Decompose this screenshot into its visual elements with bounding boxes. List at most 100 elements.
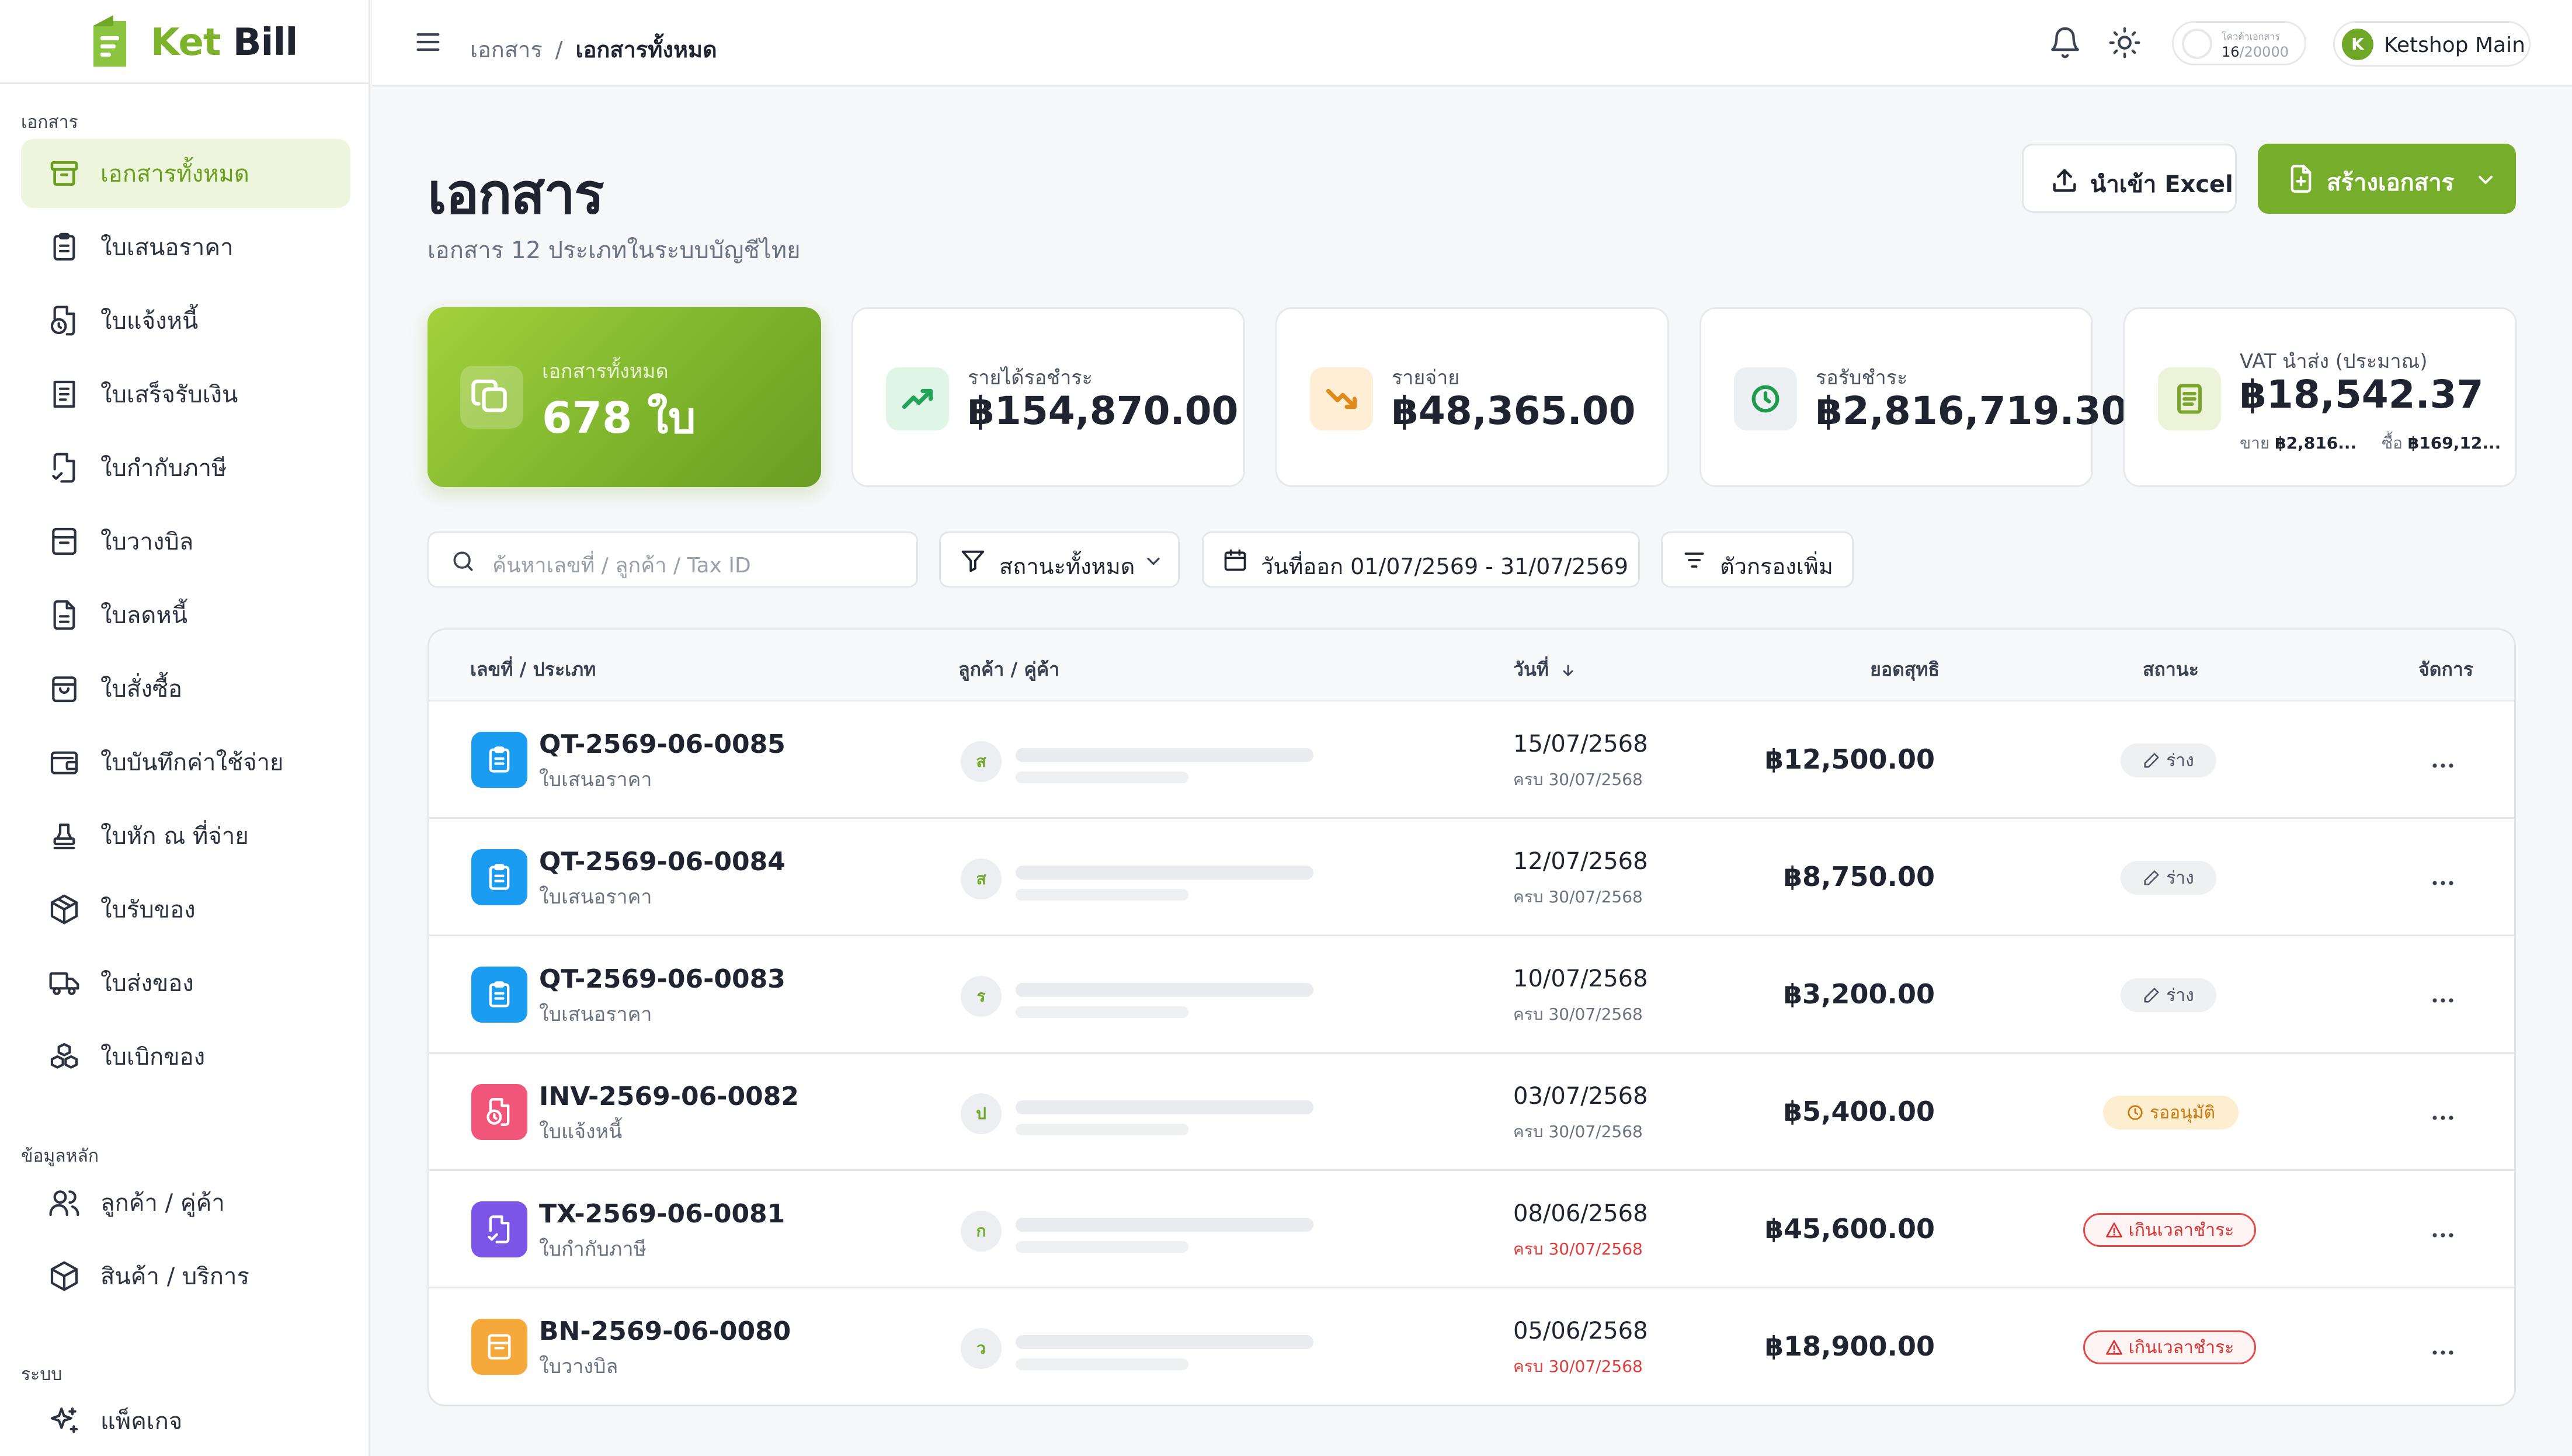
sidebar-item-withholding-tax[interactable]: ใบหัก ณ ที่จ่าย xyxy=(21,801,350,870)
quota-ring xyxy=(2182,29,2212,59)
sun-theme-icon[interactable] xyxy=(2108,26,2142,60)
more-filters-label: ตัวกรองเพิ่ม xyxy=(1720,554,1833,579)
receipt-icon xyxy=(48,378,81,411)
sidebar-item-purchase-order[interactable]: ใบสั่งซื้อ xyxy=(21,654,350,723)
more-filters-button[interactable]: ตัวกรองเพิ่ม xyxy=(1661,531,1854,588)
table-row[interactable]: TX-2569-06-0081 ใบกำกับภาษี ก 08/06/2568… xyxy=(429,1171,2514,1288)
account-switcher[interactable]: K Ketshop Main xyxy=(2333,21,2531,67)
issue-date: 15/07/2568 xyxy=(1513,731,1648,757)
column-header-customer[interactable]: ลูกค้า / คู่ค้า xyxy=(958,658,1060,680)
doc-type: ใบเสนอราคา xyxy=(539,1003,652,1026)
stat-card-expenses[interactable]: รายจ่าย ฿48,365.00 xyxy=(1275,307,1669,487)
stat-card-awaiting-payment[interactable]: รอรับชำระ ฿2,816,719.30 xyxy=(1699,307,2128,487)
sidebar-item-expense[interactable]: ใบบันทึกค่าใช้จ่าย xyxy=(21,728,350,797)
hamburger-menu-icon[interactable] xyxy=(413,27,443,57)
column-header-status[interactable]: สถานะ xyxy=(2143,658,2199,680)
sidebar-item-products[interactable]: สินค้า / บริการ xyxy=(21,1242,350,1311)
create-document-button[interactable]: สร้างเอกสาร xyxy=(2258,144,2516,214)
sidebar-item-delivery[interactable]: ใบส่งของ xyxy=(21,948,350,1017)
breadcrumb-separator: / xyxy=(555,37,563,62)
sidebar-item-goods-receipt[interactable]: ใบรับของ xyxy=(21,875,350,944)
doc-number[interactable]: QT-2569-06-0083 xyxy=(539,964,785,994)
doc-number[interactable]: QT-2569-06-0084 xyxy=(539,847,785,877)
more-actions-icon[interactable] xyxy=(2429,1104,2457,1132)
due-date: ครบ 30/07/2568 xyxy=(1513,1239,1643,1259)
more-actions-icon[interactable] xyxy=(2429,869,2457,897)
sidebar-item-tax-invoice[interactable]: ใบกำกับภาษี xyxy=(21,433,350,502)
sidebar-item-requisition[interactable]: ใบเบิกของ xyxy=(21,1022,350,1091)
trend-down-icon xyxy=(1310,367,1373,430)
clipboard-icon xyxy=(48,231,81,263)
sidebar-item-invoice[interactable]: ใบแจ้งหนี้ xyxy=(21,286,350,355)
customer-avatar: ว xyxy=(961,1328,1002,1369)
archive-icon xyxy=(48,157,81,190)
package-icon xyxy=(48,893,81,926)
status-filter-label: สถานะทั้งหมด xyxy=(999,554,1135,579)
column-header-net-total[interactable]: ยอดสุทธิ xyxy=(1870,658,1940,680)
stat-card-total-documents[interactable]: เอกสารทั้งหมด 678 ใบ xyxy=(427,307,821,487)
stat-card-vat[interactable]: VAT นำส่ง (ประมาณ) ฿18,542.37 ขาย ฿2,816… xyxy=(2123,307,2517,487)
users-icon xyxy=(48,1186,81,1219)
breadcrumb-documents[interactable]: เอกสาร xyxy=(470,37,543,62)
vat-buy-value: ฿169,12... xyxy=(2407,433,2501,453)
sidebar-item-receipt[interactable]: ใบเสร็จรับเงิน xyxy=(21,360,350,429)
upload-icon xyxy=(2049,165,2080,196)
doc-type: ใบวางบิล xyxy=(539,1355,618,1378)
column-header-date[interactable]: วันที่ xyxy=(1513,655,1576,684)
sidebar-item-billing[interactable]: ใบวางบิล xyxy=(21,507,350,576)
doc-number[interactable]: QT-2569-06-0085 xyxy=(539,729,785,759)
table-row[interactable]: QT-2569-06-0085 ใบเสนอราคา ส 15/07/2568 … xyxy=(429,701,2514,819)
invoice-clock-icon xyxy=(486,1098,510,1126)
doc-number[interactable]: TX-2569-06-0081 xyxy=(539,1199,785,1229)
topbar: เอกสาร / เอกสารทั้งหมด โควต้าเอกสาร 16/200… xyxy=(372,0,2572,86)
net-amount: ฿3,200.00 xyxy=(1784,978,1935,1010)
status-badge: ร่าง xyxy=(2121,861,2216,895)
stat-caption: รายได้รอชำระ xyxy=(968,366,1093,390)
document-icon xyxy=(2158,367,2221,430)
due-date: ครบ 30/07/2568 xyxy=(1513,1005,1643,1024)
import-excel-button[interactable]: นำเข้า Excel xyxy=(2022,144,2237,213)
sidebar-item-label: ใบเบิกของ xyxy=(100,1044,206,1071)
sidebar-item-label: ใบสั่งซื้อ xyxy=(100,676,183,703)
bell-icon[interactable] xyxy=(2048,26,2082,60)
doc-type-icon xyxy=(471,732,527,788)
customer-detail-placeholder xyxy=(1016,1241,1188,1253)
net-amount: ฿12,500.00 xyxy=(1764,743,1935,775)
more-actions-icon[interactable] xyxy=(2429,752,2457,780)
stat-value: ฿2,816,719.30 xyxy=(1816,388,2128,433)
sidebar-item-customers[interactable]: ลูกค้า / คู่ค้า xyxy=(21,1168,350,1237)
table-row[interactable]: QT-2569-06-0084 ใบเสนอราคา ส 12/07/2568 … xyxy=(429,819,2514,936)
sidebar-item-package[interactable]: แพ็คเกจ xyxy=(21,1386,350,1455)
quota-indicator[interactable]: โควต้าเอกสาร 16/20000 xyxy=(2172,21,2306,65)
status-filter-dropdown[interactable]: สถานะทั้งหมด xyxy=(939,531,1180,588)
billing-icon xyxy=(48,525,81,558)
customer-name-placeholder xyxy=(1016,748,1313,762)
doc-number[interactable]: INV-2569-06-0082 xyxy=(539,1082,799,1111)
vat-sell-label: ขาย xyxy=(2240,433,2270,453)
sparkles-icon xyxy=(48,1405,81,1437)
sidebar-item-credit-note[interactable]: ใบลดหนี้ xyxy=(21,581,350,649)
stat-caption: รายจ่าย xyxy=(1392,366,1460,390)
stat-card-receivable-income[interactable]: รายได้รอชำระ ฿154,870.00 xyxy=(851,307,1245,487)
copy-icon xyxy=(460,366,523,429)
date-range-filter[interactable]: วันที่ออก 01/07/2569 - 31/07/2569 xyxy=(1202,531,1640,588)
doc-number[interactable]: BN-2569-06-0080 xyxy=(539,1316,791,1346)
chevron-down-icon xyxy=(2474,168,2497,192)
column-header-number[interactable]: เลขที่ / ประเภท xyxy=(470,658,596,680)
more-actions-icon[interactable] xyxy=(2429,986,2457,1014)
more-actions-icon[interactable] xyxy=(2429,1339,2457,1367)
invoice-clock-icon xyxy=(48,304,81,337)
customer-detail-placeholder xyxy=(1016,889,1188,901)
sidebar-item-quotation[interactable]: ใบเสนอราคา xyxy=(21,213,350,282)
table-row[interactable]: INV-2569-06-0082 ใบแจ้งหนี้ ป 03/07/2568… xyxy=(429,1054,2514,1171)
brand: Ket Bill xyxy=(0,0,369,84)
table-row[interactable]: QT-2569-06-0083 ใบเสนอราคา ร 10/07/2568 … xyxy=(429,936,2514,1054)
search-input[interactable]: ค้นหาเลขที่ / ลูกค้า / Tax ID xyxy=(427,531,918,588)
customer-name-placeholder xyxy=(1016,1218,1313,1232)
more-actions-icon[interactable] xyxy=(2429,1221,2457,1249)
table-row[interactable]: BN-2569-06-0080 ใบวางบิล ว 05/06/2568 คร… xyxy=(429,1288,2514,1405)
trend-up-icon xyxy=(886,367,949,430)
customer-avatar: ป xyxy=(961,1093,1002,1134)
sidebar-item-all-documents[interactable]: เอกสารทั้งหมด xyxy=(21,139,350,208)
doc-type: ใบเสนอราคา xyxy=(539,885,652,909)
